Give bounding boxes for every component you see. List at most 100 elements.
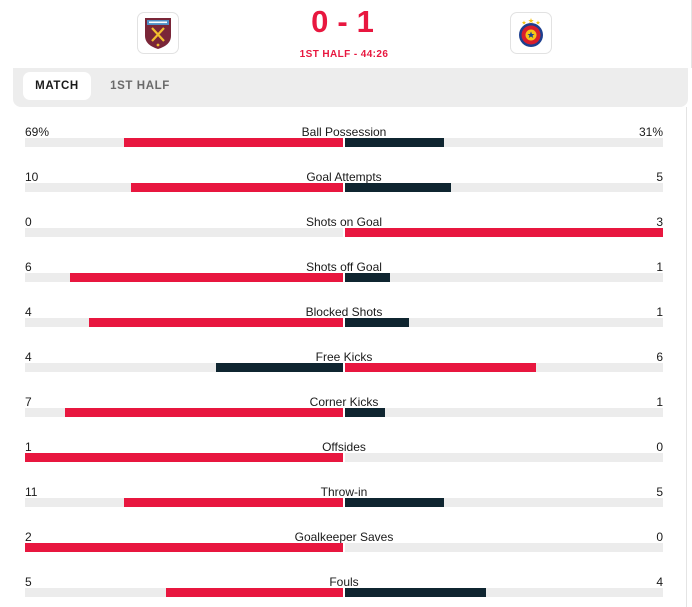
away-bar-fill: [345, 273, 391, 282]
away-bar-fill: [345, 318, 409, 327]
away-bar-track: [345, 543, 663, 552]
away-bar-fill: [345, 408, 385, 417]
stat-away-value: 5: [656, 170, 663, 184]
stat-label: Offsides: [322, 440, 366, 454]
stat-away-value: 1: [656, 260, 663, 274]
match-score: 0-1: [0, 4, 688, 40]
stat-row: 10 Goal Attempts 5: [0, 170, 692, 200]
stat-away-value: 1: [656, 395, 663, 409]
fcsb-crest-icon: [519, 18, 543, 47]
away-bar-fill: [345, 588, 487, 597]
west-ham-crest-icon: [145, 18, 171, 49]
stat-label: Shots off Goal: [306, 260, 382, 274]
stat-home-value: 69%: [25, 125, 50, 139]
away-score: 1: [356, 4, 377, 39]
away-bar-fill: [345, 228, 663, 237]
home-bar-track: [25, 588, 343, 597]
home-bar-track: [25, 138, 343, 147]
stat-row: 11 Throw-in 5: [0, 485, 692, 515]
stat-home-value: 4: [25, 305, 32, 319]
home-bar-track: [25, 408, 343, 417]
stat-label: Goal Attempts: [306, 170, 382, 184]
home-bar-track: [25, 543, 343, 552]
away-bar-fill: [345, 138, 444, 147]
stat-away-value: 4: [656, 575, 663, 589]
stat-home-value: 4: [25, 350, 32, 364]
stat-row: 6 Shots off Goal 1: [0, 260, 692, 290]
away-bar-track: [345, 363, 663, 372]
stat-row: 69% Ball Possession 31%: [0, 125, 692, 155]
home-bar-track: [25, 273, 343, 282]
away-bar-track: [345, 138, 663, 147]
stat-home-value: 1: [25, 440, 32, 454]
stat-home-value: 11: [25, 485, 38, 499]
away-bar-track: [345, 318, 663, 327]
stat-label: Goalkeeper Saves: [294, 530, 394, 544]
tab-match[interactable]: MATCH: [23, 72, 91, 100]
score-separator: -: [337, 4, 351, 39]
away-bar-track: [345, 453, 663, 462]
away-bar-fill: [345, 498, 445, 507]
home-score: 0: [311, 4, 332, 39]
stat-label: Blocked Shots: [305, 305, 383, 319]
stat-label: Free Kicks: [315, 350, 373, 364]
stat-row: 4 Blocked Shots 1: [0, 305, 692, 335]
match-status: 1ST HALF - 44:26: [299, 49, 389, 60]
stat-away-value: 1: [656, 305, 663, 319]
stat-row: 7 Corner Kicks 1: [0, 395, 692, 425]
home-bar-track: [25, 498, 343, 507]
stat-home-value: 10: [25, 170, 39, 184]
stat-home-value: 5: [25, 575, 32, 589]
stat-away-value: 3: [656, 215, 663, 229]
away-bar-fill: [345, 363, 536, 372]
stat-home-value: 0: [25, 215, 32, 229]
home-bar-fill: [70, 273, 343, 282]
home-bar-track: [25, 318, 343, 327]
away-bar-fill: [345, 183, 451, 192]
home-bar-fill: [88, 318, 343, 327]
away-bar-track: [345, 273, 663, 282]
stat-home-value: 7: [25, 395, 32, 409]
stat-away-value: 0: [656, 530, 663, 544]
stat-home-value: 6: [25, 260, 32, 274]
home-bar-fill: [215, 363, 343, 372]
home-bar-fill: [25, 543, 343, 552]
home-bar-fill: [25, 453, 343, 462]
home-bar-fill: [131, 183, 343, 192]
away-bar-track: [345, 183, 663, 192]
stat-away-value: 6: [656, 350, 663, 364]
stat-label: Fouls: [329, 575, 359, 589]
home-bar-track: [25, 183, 343, 192]
away-bar-track: [345, 588, 663, 597]
home-bar-track: [25, 453, 343, 462]
stat-row: 0 Shots on Goal 3: [0, 215, 692, 245]
stat-label: Shots on Goal: [305, 215, 383, 229]
stat-row: 4 Free Kicks 6: [0, 350, 692, 380]
stat-row: 5 Fouls 4: [0, 575, 692, 605]
home-bar-fill: [124, 498, 343, 507]
stat-label: Throw-in: [320, 485, 368, 499]
away-team-logo[interactable]: [510, 12, 552, 54]
panel-divider: [686, 107, 687, 607]
stat-away-value: 0: [656, 440, 663, 454]
home-bar-fill: [166, 588, 343, 597]
away-bar-track: [345, 498, 663, 507]
home-bar-track: [25, 228, 343, 237]
away-bar-track: [345, 228, 663, 237]
stat-label: Ball Possession: [301, 125, 387, 139]
stat-label: Corner Kicks: [309, 395, 379, 409]
period-tabs: MATCH 1ST HALF: [13, 68, 688, 107]
home-team-logo[interactable]: [137, 12, 179, 54]
stat-away-value: 31%: [638, 125, 663, 139]
stat-away-value: 5: [656, 485, 663, 499]
stat-row: 2 Goalkeeper Saves 0: [0, 530, 692, 560]
tab-1st-half[interactable]: 1ST HALF: [110, 80, 170, 92]
stat-home-value: 2: [25, 530, 32, 544]
home-bar-fill: [64, 408, 343, 417]
home-bar-track: [25, 363, 343, 372]
stat-row: 1 Offsides 0: [0, 440, 692, 470]
home-bar-fill: [123, 138, 343, 147]
away-bar-track: [345, 408, 663, 417]
match-header: 0-1 1ST HALF - 44:26: [0, 0, 692, 68]
